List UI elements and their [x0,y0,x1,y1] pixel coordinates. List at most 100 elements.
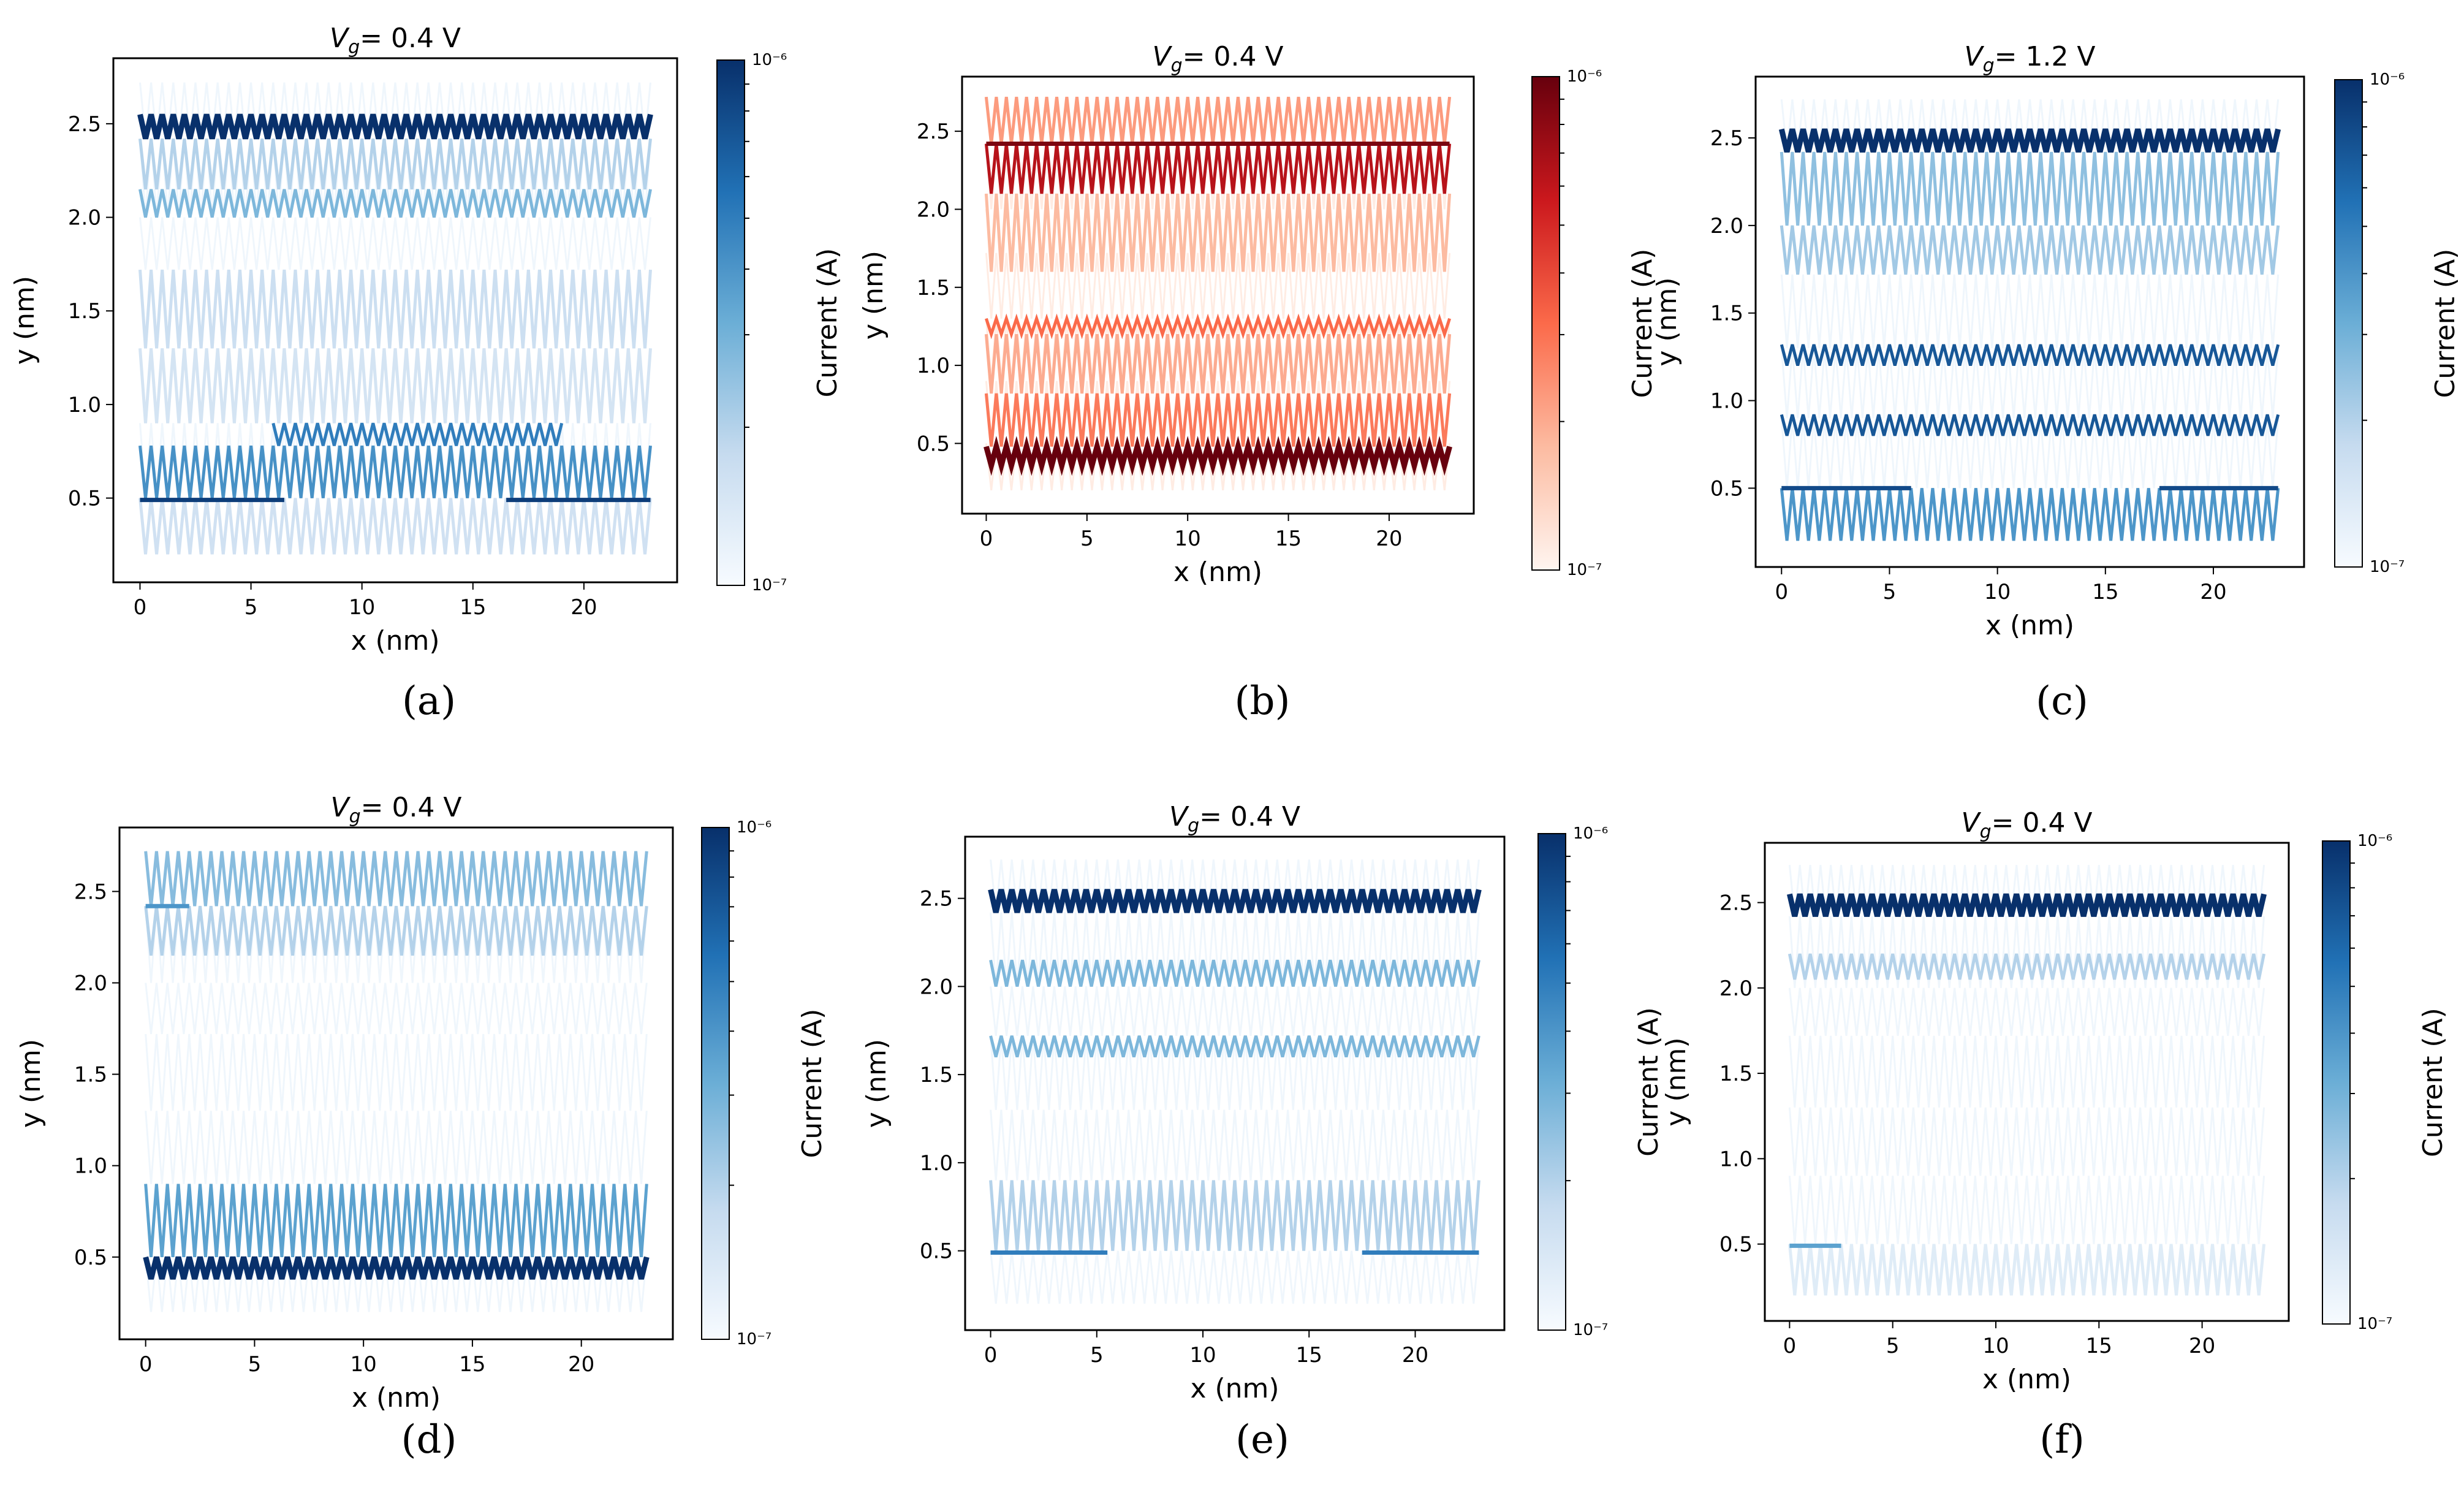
current-band-1 [144,905,648,956]
axes-frame [112,57,678,584]
panel-title: Vg= 1.2 V [1964,41,2095,77]
current-band-0 [1778,128,2281,153]
x-tick-label: 15 [459,1352,485,1377]
current-band-4 [1780,414,2280,436]
colorbar-label: Current (A) [1627,249,1658,398]
current-band-1 [1780,151,2280,226]
y-tick-label: 2.0 [1719,976,1753,1001]
plot-layer [137,82,653,555]
x-axis-label: x (nm) [1190,1373,1279,1404]
x-tick-label: 10 [1189,1343,1216,1368]
panel-title: Vg= 0.4 V [330,792,461,827]
x-tick-label: 0 [134,595,147,620]
panel-c: 0 5 10 15 20 0.5 1.0 1.5 2.0 2.5 x (nm) y (nm) Vg= 1… [1651,41,2461,724]
x-tick-label: 15 [1275,527,1302,551]
current-band-5 [984,393,1452,447]
colorbar-top-label: 10⁻⁶ [2357,832,2392,850]
x-axis-label: x (nm) [351,625,439,656]
x-tick-label: 5 [1883,580,1897,604]
axes-frame [961,75,1475,515]
current-band-2 [1787,1244,2266,1296]
x-tick-label: 10 [1984,580,2011,604]
y-tick-label: 1.0 [1719,1147,1753,1171]
axes-frame [1754,75,2305,568]
panel-d: 0 5 10 15 20 0.5 1.0 1.5 2.0 2.5 x (nm) y (nm) Vg= 0… [15,792,828,1463]
colorbar [1531,76,1560,571]
background-lattice-band [990,1109,1480,1181]
y-tick-label: 2.5 [1719,891,1753,916]
y-tick-label: 2.0 [68,206,101,230]
background-lattice-band [990,986,1480,1037]
x-tick-label: 5 [245,595,258,620]
panel-title: Vg= 0.4 V [330,23,461,58]
x-tick-label: 5 [1886,1334,1900,1358]
plot-layer [988,859,1482,1304]
x-tick-label: 20 [2189,1334,2215,1358]
current-band-6 [138,445,652,498]
x-tick-label: 10 [349,595,375,620]
y-tick-label: 0.5 [917,432,950,456]
current-band-3 [143,1256,650,1280]
panel-title: Vg= 0.4 V [1961,807,2092,843]
colorbar-bottom-label: 10⁻⁷ [2357,1315,2392,1333]
x-tick-label: 15 [460,595,486,620]
colorbar-bottom-label: 10⁻⁷ [752,576,787,595]
colorbar [716,59,745,586]
current-band-0 [144,851,648,907]
y-tick-label: 1.5 [68,299,101,324]
plot-layer [143,851,650,1312]
current-band-4 [138,348,652,424]
y-tick-label: 2.5 [920,887,953,911]
background-lattice-band [145,1033,648,1111]
colorbar-bottom-label: 10⁻⁷ [1567,561,1602,579]
x-tick-label: 15 [1296,1343,1322,1368]
colorbar [701,827,730,1340]
x-tick-label: 0 [139,1352,153,1377]
y-tick-label: 2.5 [1710,126,1743,151]
axes-frame [118,826,674,1341]
current-band-1 [138,139,652,190]
current-band-3 [989,1180,1480,1251]
x-tick-label: 15 [2086,1334,2112,1358]
colorbar-top-label: 10⁻⁶ [1567,67,1602,86]
plot-layer [984,96,1452,490]
background-lattice-band [139,217,651,270]
y-axis-label: y (nm) [861,1039,892,1128]
background-lattice-band [1788,1176,2265,1244]
panel-letter: (b) [1235,679,1291,724]
panel-a: 0 5 10 15 20 0.5 1.0 1.5 2.0 2.5 x (nm) y (nm) Vg= 0… [9,23,843,724]
x-tick-label: 0 [1775,580,1788,604]
colorbar-bottom-label: 10⁻⁷ [2370,558,2405,576]
x-tick-label: 15 [2092,580,2118,604]
current-band-2 [984,193,1452,272]
y-tick-label: 2.5 [74,880,107,904]
panel-letter: (a) [402,679,456,724]
current-band-7 [138,498,652,555]
y-tick-label: 1.5 [920,1063,953,1087]
x-axis-label: x (nm) [352,1382,441,1413]
y-tick-label: 1.0 [68,393,101,417]
y-tick-label: 2.0 [917,197,950,222]
x-tick-label: 0 [1783,1334,1797,1358]
x-axis-label: x (nm) [1985,610,2074,641]
axes-frame [1764,842,2290,1322]
y-tick-label: 2.0 [74,971,107,995]
colorbar-top-label: 10⁻⁶ [1573,824,1608,843]
x-tick-label: 0 [984,1343,998,1368]
current-band-4 [984,333,1452,394]
y-tick-label: 1.0 [74,1154,107,1179]
current-band-6 [984,436,1452,476]
panel-title: Vg= 0.4 V [1152,41,1283,77]
y-tick-label: 2.5 [68,112,101,137]
x-tick-label: 20 [1376,527,1402,551]
plot-layer [1778,99,2281,541]
current-band-0 [1787,893,2267,917]
colorbar-label: Current (A) [2430,249,2461,398]
panel-letter: (e) [1235,1417,1289,1463]
colorbar-top-label: 10⁻⁶ [752,51,787,69]
x-axis-label: x (nm) [1173,557,1262,588]
colorbar-bottom-label: 10⁻⁷ [737,1330,771,1349]
y-tick-label: 1.5 [74,1063,107,1087]
y-axis-label: y (nm) [858,251,889,340]
current-band-2 [138,189,652,218]
